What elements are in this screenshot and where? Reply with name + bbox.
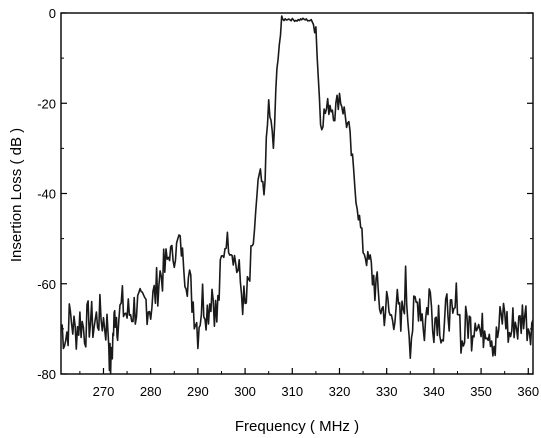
x-axis: 270 280 290 300 310 320 330 340 350 360 [79,368,539,399]
x-axis-title: Frequency ( MHz ) [235,418,359,435]
y-tick-label: -20 [37,96,56,111]
insertion-loss-series-line [60,15,534,375]
x-tick-label: 290 [187,384,209,399]
y-tick-label: 0 [49,6,56,21]
x-tick-label: 360 [517,384,539,399]
x-tick-label: 350 [470,384,492,399]
x-tick-label: 320 [329,384,351,399]
x-tick-label: 310 [281,384,303,399]
x-tick-label: 330 [376,384,398,399]
y-tick-label: -80 [37,367,56,382]
y-tick-label: -40 [37,187,56,202]
x-tick-label: 300 [234,384,256,399]
x-tick-label: 270 [93,384,115,399]
x-tick-label: 280 [140,384,162,399]
y-axis-title: Insertion Loss ( dB ) [8,128,25,262]
y-axis: 0 -20 -40 -60 -80 [37,6,533,382]
x-tick-label: 340 [423,384,445,399]
y-tick-label: -60 [37,277,56,292]
